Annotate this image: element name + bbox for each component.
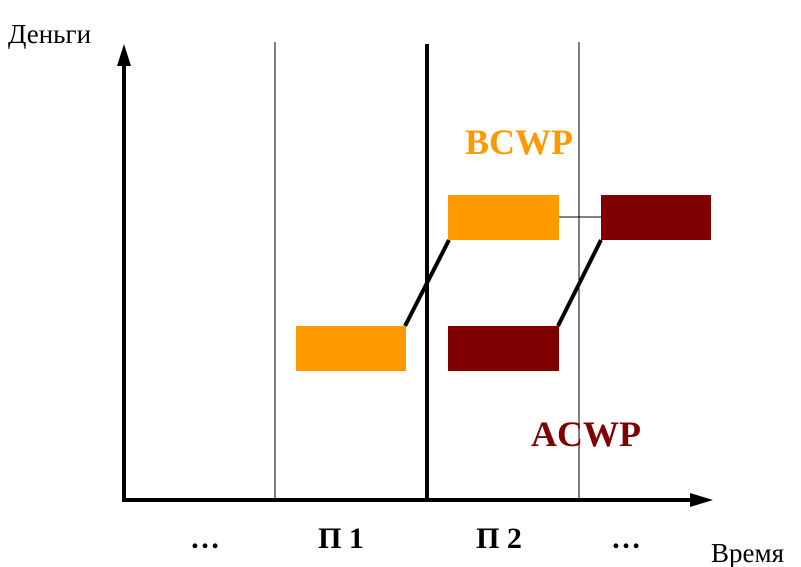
period-label-1: П 1 (318, 522, 364, 555)
bcwp-label: BCWP (465, 122, 573, 162)
x-axis-arrow (690, 493, 713, 507)
y-axis-label: Деньги (8, 19, 91, 49)
acwp-label: ACWP (531, 414, 641, 454)
y-axis-arrow (117, 44, 131, 66)
bcwp-bar-period-2 (448, 195, 559, 240)
acwp-bar-period-2 (448, 326, 559, 371)
bcwp-bar-period-1 (296, 326, 406, 371)
acwp-connector (556, 239, 603, 327)
x-axis-label: Время (711, 538, 784, 567)
period-label-prev: … (190, 522, 220, 555)
acwp-bar-period-3 (601, 195, 711, 240)
bcwp-connector (403, 239, 451, 327)
period-label-2: П 2 (476, 522, 522, 555)
period-label-next: … (611, 522, 641, 555)
